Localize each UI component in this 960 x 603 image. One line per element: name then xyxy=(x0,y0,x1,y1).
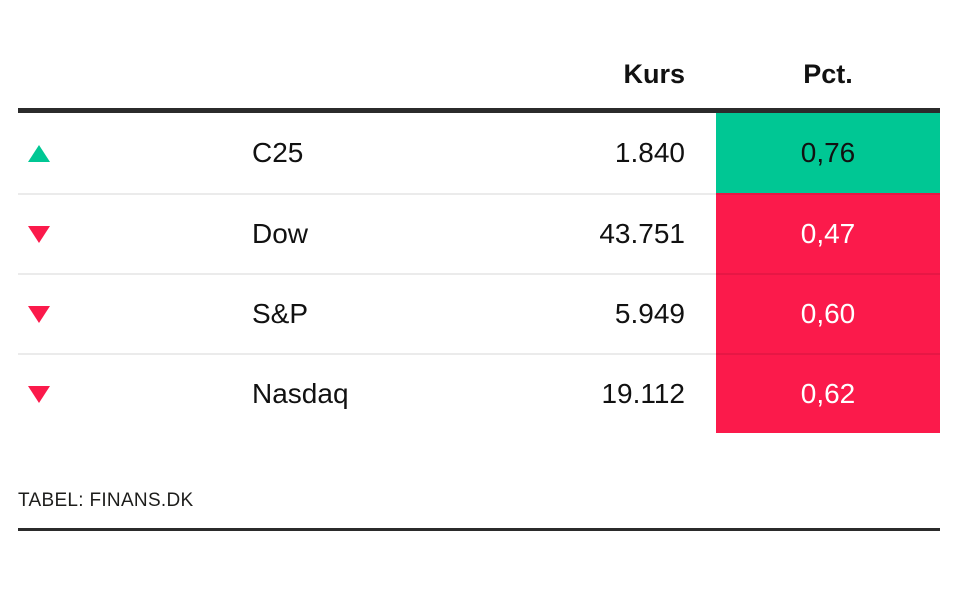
index-name: Dow xyxy=(252,193,467,273)
kurs-value: 43.751 xyxy=(467,193,685,273)
kurs-column-header: Kurs xyxy=(623,58,685,89)
pct-value: 0,60 xyxy=(716,273,940,353)
column-gap xyxy=(685,113,716,193)
down-triangle-icon xyxy=(28,385,50,403)
column-gap xyxy=(685,353,716,433)
market-table: Kurs Pct. C25 1.840 0,76 Dow 43.751 0,47… xyxy=(18,54,940,531)
index-name: C25 xyxy=(252,137,304,168)
kurs-value: 19.112 xyxy=(467,353,685,433)
trend-icon-cell xyxy=(18,193,252,273)
table-row: Dow 43.751 0,47 xyxy=(18,193,940,273)
table-header: Kurs Pct. xyxy=(18,54,940,94)
pct-value: 0,76 xyxy=(716,113,940,193)
table-row: Nasdaq 19.112 0,62 xyxy=(18,353,940,433)
column-gap xyxy=(685,193,716,273)
trend-icon-cell xyxy=(18,273,252,353)
kurs-value: 1.840 xyxy=(614,137,685,168)
trend-icon-cell xyxy=(18,353,252,433)
up-triangle-icon xyxy=(28,144,50,162)
trend-icon-cell xyxy=(18,113,252,193)
index-name: Nasdaq xyxy=(252,353,467,433)
pct-column-header: Pct. xyxy=(803,58,853,89)
column-gap xyxy=(685,273,716,353)
header-divider-rule xyxy=(18,108,940,113)
footer-divider-rule xyxy=(18,528,940,531)
pct-value: 0,47 xyxy=(716,193,940,273)
kurs-value: 5.949 xyxy=(467,273,685,353)
table-row: C25 1.840 0,76 xyxy=(18,113,940,193)
table-row: S&P 5.949 0,60 xyxy=(18,273,940,353)
index-name: S&P xyxy=(252,273,467,353)
source-attribution: TABEL: FINANS.DK xyxy=(18,490,194,511)
down-triangle-icon xyxy=(28,305,50,323)
down-triangle-icon xyxy=(28,225,50,243)
pct-value: 0,62 xyxy=(716,353,940,433)
